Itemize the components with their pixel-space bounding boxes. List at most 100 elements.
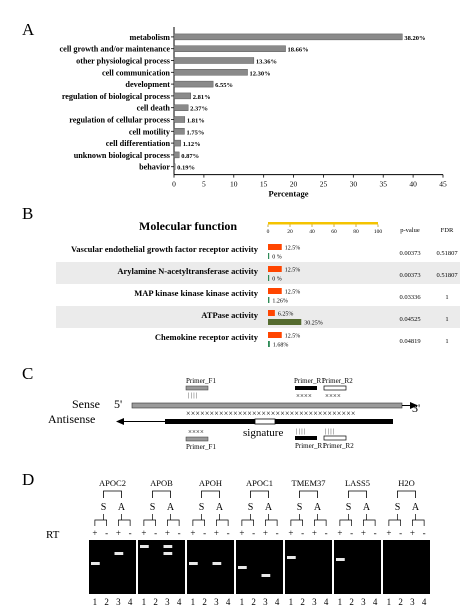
lane-number: 3 bbox=[361, 597, 366, 607]
gene-label: LASS5 bbox=[345, 478, 370, 488]
primer-r1-bottom-ticks: | | | | bbox=[296, 429, 305, 435]
row-shading bbox=[56, 262, 460, 284]
percent-bar bbox=[268, 266, 282, 272]
primer-r1-top-x: ×××× bbox=[296, 392, 312, 400]
x-tick-label: 0 bbox=[172, 180, 176, 189]
function-label: MAP kinase kinase kinase activity bbox=[134, 288, 258, 298]
x-tick-label: 15 bbox=[260, 180, 268, 189]
rt-sign: + bbox=[288, 528, 293, 538]
strand-label: S bbox=[395, 502, 401, 513]
bar bbox=[173, 92, 191, 100]
bar-value-label: 1.75% bbox=[186, 129, 204, 136]
lane-number: 2 bbox=[153, 597, 158, 607]
fdr-header: FDR bbox=[441, 227, 454, 234]
category-label: cell motility bbox=[129, 127, 171, 136]
strand-label: S bbox=[248, 502, 254, 513]
bar bbox=[173, 163, 176, 170]
lane-number: 3 bbox=[410, 597, 415, 607]
rt-sign: - bbox=[129, 528, 132, 538]
bar bbox=[173, 104, 189, 111]
rt-sign: + bbox=[410, 528, 415, 538]
gene-bracket bbox=[152, 490, 171, 498]
rt-sign: - bbox=[105, 528, 108, 538]
rt-bracket bbox=[192, 519, 205, 526]
x-tick-label: 35 bbox=[379, 180, 387, 189]
rt-bracket bbox=[94, 519, 107, 526]
rt-label: RT bbox=[46, 529, 60, 541]
lane-number: 4 bbox=[177, 597, 182, 607]
category-label: development bbox=[125, 80, 170, 89]
x-tick-label: 10 bbox=[230, 180, 238, 189]
gel-band bbox=[140, 545, 149, 548]
rt-sign: + bbox=[165, 528, 170, 538]
percent-bar-label: 6.25% bbox=[278, 312, 294, 318]
lane-number: 1 bbox=[289, 597, 294, 607]
rt-bracket bbox=[412, 519, 425, 526]
primer-r2-bottom bbox=[323, 435, 347, 441]
bar bbox=[173, 128, 185, 135]
rt-sign: - bbox=[301, 528, 304, 538]
rt-sign: - bbox=[227, 528, 230, 538]
gel-block bbox=[138, 540, 185, 594]
bar bbox=[173, 116, 186, 123]
lane-number: 1 bbox=[93, 597, 98, 607]
function-label: Chemokine receptor activity bbox=[155, 332, 259, 342]
gene-label: APOC1 bbox=[246, 478, 273, 488]
gel-band bbox=[261, 574, 271, 577]
scale-tick-label: 80 bbox=[353, 229, 359, 235]
lane-number: 4 bbox=[324, 597, 329, 607]
antisense-arrowhead bbox=[116, 418, 124, 425]
fdr-value: 0.51807 bbox=[436, 272, 458, 279]
p-value: 0.03336 bbox=[399, 294, 421, 301]
gene-label: APOH bbox=[199, 478, 222, 488]
three-prime-label: 3' bbox=[412, 401, 420, 415]
p-value-header: p-value bbox=[400, 227, 420, 234]
strand-label: A bbox=[412, 502, 420, 513]
lane-number: 2 bbox=[104, 597, 109, 607]
lane-number: 2 bbox=[349, 597, 354, 607]
lane-number: 3 bbox=[214, 597, 219, 607]
panel-label-b: B bbox=[22, 204, 34, 223]
bar-value-label: 2.81% bbox=[193, 94, 211, 101]
lane-number: 2 bbox=[300, 597, 305, 607]
strand-label: A bbox=[167, 502, 175, 513]
percent-bar-label: 12.5% bbox=[285, 290, 301, 296]
scale-tick-label: 60 bbox=[331, 229, 337, 235]
fdr-value: 1 bbox=[445, 294, 448, 301]
category-label: metabolism bbox=[130, 33, 171, 42]
rt-bracket bbox=[290, 519, 303, 526]
percent-bar-label: 12.5% bbox=[285, 246, 301, 252]
percent-bar bbox=[268, 297, 270, 303]
base-pairing-marks: ×××××××××××××××××××××××××××××××××××× bbox=[186, 409, 356, 418]
bar bbox=[173, 33, 403, 41]
percent-scale-bar bbox=[268, 222, 378, 225]
gel-band bbox=[189, 562, 198, 565]
rt-sign: + bbox=[361, 528, 366, 538]
rt-sign: - bbox=[325, 528, 328, 538]
x-tick-label: 25 bbox=[320, 180, 328, 189]
function-label: Vascular endothelial growth factor recep… bbox=[71, 244, 259, 254]
gel-block bbox=[334, 540, 381, 594]
gene-bracket bbox=[250, 490, 269, 498]
gel-block bbox=[89, 540, 136, 594]
category-label: other physiological process bbox=[76, 57, 170, 66]
lane-number: 3 bbox=[116, 597, 121, 607]
fdr-value: 1 bbox=[445, 338, 448, 345]
bar-value-label: 12.30% bbox=[250, 70, 271, 77]
lane-number: 1 bbox=[142, 597, 147, 607]
gene-label: APOB bbox=[150, 478, 173, 488]
signature-label: signature bbox=[243, 427, 283, 439]
category-label: unknown biological process bbox=[74, 151, 170, 160]
x-axis-title: Percentage bbox=[269, 189, 309, 199]
x-tick-label: 40 bbox=[409, 180, 417, 189]
gene-bracket bbox=[299, 490, 318, 498]
bar-value-label: 0.87% bbox=[181, 153, 199, 160]
primer-f1-bottom-label: Primer_F1 bbox=[186, 443, 216, 451]
strand-label: S bbox=[297, 502, 303, 513]
p-value: 0.04525 bbox=[399, 316, 420, 323]
panel-label-d: D bbox=[22, 470, 35, 489]
fdr-value: 0.51807 bbox=[436, 250, 458, 257]
gel-block bbox=[285, 540, 332, 594]
scale-tick-label: 0 bbox=[267, 229, 270, 235]
